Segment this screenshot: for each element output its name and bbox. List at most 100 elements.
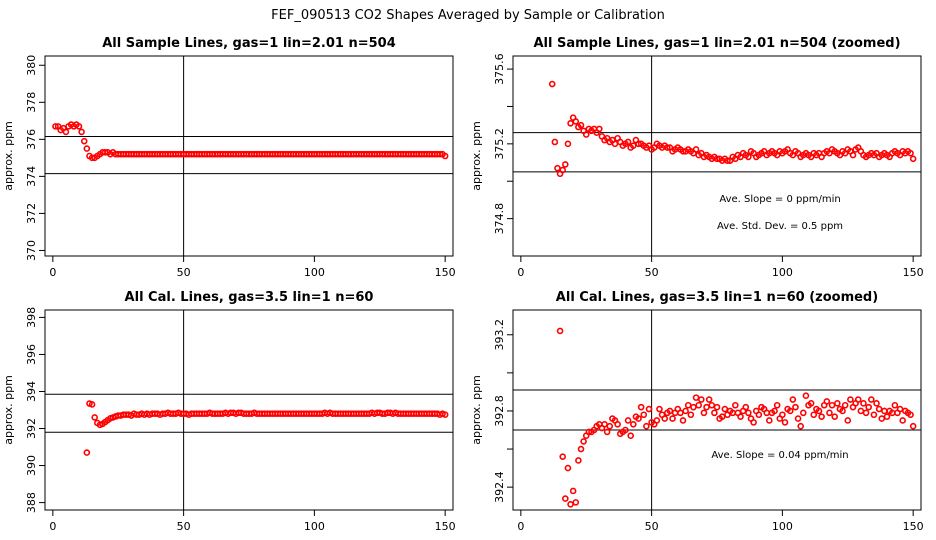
data-point	[83, 449, 91, 456]
data-point	[52, 123, 59, 130]
x-tick-label: 150	[903, 266, 924, 279]
data-point	[559, 166, 566, 174]
data-point	[575, 457, 582, 464]
panel-title: All Sample Lines, gas=1 lin=2.01 n=504	[102, 36, 396, 51]
data-point	[596, 125, 603, 133]
data-point	[682, 407, 689, 415]
data-point	[75, 123, 83, 130]
data-point	[826, 409, 833, 417]
x-tick-label: 100	[304, 520, 325, 533]
data-point	[870, 411, 878, 419]
data-point	[564, 464, 572, 472]
data-point	[724, 157, 731, 164]
data-point	[692, 394, 700, 401]
data-point	[800, 409, 807, 417]
data-point	[624, 417, 632, 424]
data-point	[666, 407, 674, 415]
data-point	[703, 403, 710, 411]
data-point	[635, 415, 642, 422]
data-point	[713, 155, 721, 163]
data-point	[630, 142, 637, 150]
data-point	[815, 407, 823, 415]
data-point	[564, 140, 572, 148]
x-tick-label: 150	[435, 520, 456, 533]
data-point	[80, 137, 88, 145]
data-point	[679, 148, 687, 155]
data-point	[881, 407, 888, 415]
data-point	[854, 396, 862, 403]
panel-title: All Sample Lines, gas=1 lin=2.01 n=504 (…	[533, 36, 900, 51]
data-point	[823, 398, 831, 405]
y-tick-label: 393.2	[493, 319, 506, 351]
data-point	[766, 417, 773, 424]
data-point	[580, 438, 587, 445]
data-point	[606, 422, 614, 430]
data-points	[548, 80, 917, 178]
data-point	[834, 400, 841, 407]
data-point	[899, 417, 906, 424]
data-point	[807, 400, 815, 407]
data-point	[441, 411, 449, 418]
annotation-text: Ave. Slope = 0 ppm/min	[719, 194, 840, 205]
data-points	[52, 121, 449, 162]
data-point	[551, 138, 559, 146]
data-point	[792, 403, 799, 411]
y-tick-label: 375.2	[493, 128, 506, 160]
data-point	[627, 432, 634, 440]
data-point	[645, 405, 653, 413]
y-tick-label: 378	[25, 92, 38, 113]
annotation-text: Ave. Std. Dev. = 0.5 ppm	[717, 221, 843, 232]
data-point	[567, 500, 574, 508]
data-point	[860, 400, 867, 407]
x-tick-label: 0	[49, 520, 56, 533]
data-point	[690, 403, 697, 411]
x-tick-label: 0	[517, 520, 524, 533]
data-point	[737, 413, 744, 420]
x-tick-label: 100	[304, 266, 325, 279]
data-point	[868, 396, 875, 403]
data-point	[862, 409, 870, 417]
data-point	[873, 400, 880, 407]
data-point	[640, 411, 648, 419]
data-point	[88, 401, 96, 408]
x-tick-label: 100	[772, 266, 793, 279]
y-tick-label: 388	[25, 492, 38, 513]
data-point	[755, 411, 763, 419]
data-point	[831, 413, 838, 420]
data-point	[907, 411, 914, 419]
x-tick-label: 50	[645, 520, 659, 533]
data-point	[907, 149, 914, 157]
data-point	[745, 153, 752, 161]
data-point	[818, 413, 825, 420]
data-point	[83, 145, 91, 152]
y-tick-label: 376	[25, 129, 38, 150]
data-point	[839, 407, 846, 415]
data-point	[601, 420, 608, 428]
data-point	[554, 164, 561, 172]
data-point	[841, 401, 849, 409]
y-tick-label: 398	[25, 307, 38, 328]
data-point	[909, 155, 917, 163]
x-tick-label: 50	[177, 520, 191, 533]
data-point	[567, 119, 574, 127]
data-point	[781, 419, 789, 426]
y-tick-label: 392.4	[493, 471, 506, 503]
plot-frame	[512, 55, 922, 257]
data-point	[849, 151, 857, 159]
data-point	[611, 140, 619, 148]
y-tick-label: 392	[25, 418, 38, 439]
x-tick-label: 150	[435, 266, 456, 279]
data-point	[677, 409, 684, 417]
data-point	[695, 401, 702, 409]
data-point	[891, 401, 899, 409]
data-point	[779, 411, 786, 419]
data-point	[828, 401, 836, 409]
y-tick-label: 396	[25, 344, 38, 365]
data-points	[556, 327, 917, 508]
data-point	[78, 128, 85, 136]
data-point	[857, 407, 865, 415]
data-point	[810, 411, 818, 419]
plot-frame	[512, 309, 922, 511]
data-point	[572, 499, 580, 506]
